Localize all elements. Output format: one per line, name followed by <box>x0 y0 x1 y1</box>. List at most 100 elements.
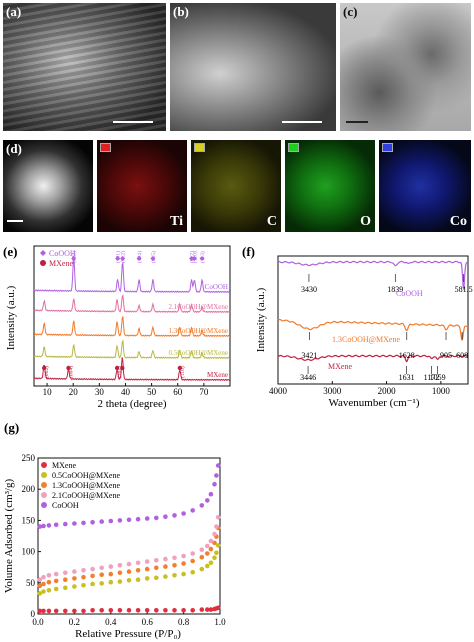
panel-label-d: (d) <box>6 141 22 156</box>
bet-data-point <box>53 522 59 528</box>
bet-data-point <box>163 608 168 613</box>
bet-x-tick-label: 0.4 <box>105 617 117 627</box>
xrd-peak-label: (110) <box>191 251 198 263</box>
bet-data-point <box>117 608 123 613</box>
bet-data-point <box>53 608 59 614</box>
ftir-annotation: 3446 <box>300 373 316 382</box>
bet-data-point <box>99 519 104 524</box>
bet-legend-marker <box>41 472 47 478</box>
xrd-x-tick-label: 30 <box>95 387 105 397</box>
ftir-series-label-mxene: MXene <box>328 362 352 371</box>
bet-legend-label: 0.5CoOOH@MXene <box>52 471 120 480</box>
xrd-peak-label: (002) <box>43 366 50 378</box>
xrd-x-tick-label: 50 <box>147 387 157 397</box>
xrd-peak-marker-mxene <box>177 365 183 371</box>
bet-data-point <box>215 515 221 520</box>
bet-data-point <box>117 570 123 576</box>
xrd-peak-label: (004) <box>67 366 74 378</box>
bet-data-point <box>154 575 159 581</box>
bet-data-point <box>144 566 150 572</box>
bet-x-tick-label: 0.2 <box>69 617 80 627</box>
bet-data-point <box>205 551 210 556</box>
xrd-x-tick-label: 10 <box>43 387 53 397</box>
eds-label-co: Co <box>449 214 467 229</box>
ftir-annotation: 3430 <box>301 285 317 294</box>
bet-data-point <box>72 608 77 614</box>
bet-data-point <box>135 516 141 522</box>
bet-data-point <box>212 531 217 537</box>
bet-data-point <box>63 585 68 591</box>
xrd-peak-label: (104) <box>136 251 143 263</box>
bet-chart: (g) 0.0 0.2 0.4 0.6 0.8 1.0 0 50 100 150 200 250 MX… <box>3 420 226 640</box>
xrd-peak-marker-cooh <box>150 256 156 261</box>
bet-data-point <box>214 473 219 478</box>
bet-data-point <box>37 524 43 529</box>
bet-data-point <box>63 577 68 582</box>
bet-data-point <box>90 566 95 572</box>
map-color-tag <box>382 143 393 152</box>
bet-data-point <box>190 558 195 564</box>
bet-data-point <box>144 608 150 613</box>
bet-data-point <box>126 517 132 523</box>
bet-data-point <box>181 553 186 559</box>
ftir-y-axis-label: Intensity (a.u.) <box>255 287 267 352</box>
bet-data-point <box>81 568 86 573</box>
xrd-line-3 <box>33 339 231 360</box>
bet-data-point <box>41 574 46 580</box>
bet-data-point <box>81 574 86 580</box>
bet-legend-label: 2.1CoOOH@MXene <box>52 491 120 500</box>
bet-y-tick-label: 200 <box>22 484 36 494</box>
xrd-peak-marker-mxene <box>66 365 71 371</box>
ftir-series-label-cooh: CoOOH <box>396 289 423 298</box>
bet-data-point <box>190 508 195 513</box>
xrd-peak-marker-cooh <box>136 256 142 261</box>
ftir-annotation: 1059 <box>430 373 446 382</box>
bet-data-point <box>135 608 141 613</box>
xrd-peak-label: (113) <box>199 251 206 263</box>
bet-data-point <box>172 513 177 518</box>
ftir-annotation: 1631 <box>399 373 415 382</box>
legend-label-cooh: CoOOH <box>49 249 76 258</box>
bet-data-point <box>108 571 114 577</box>
ftir-x-tick-label: 4000 <box>269 386 288 396</box>
bet-data-point <box>90 608 95 613</box>
sem-image-a: (a) <box>3 3 166 131</box>
bet-data-point <box>208 607 214 612</box>
bet-data-point <box>163 556 168 562</box>
xrd-peak-marker-cooh <box>71 256 77 261</box>
bet-data-point <box>214 524 219 529</box>
scale-bar-b <box>282 121 322 123</box>
eds-label-ti: Ti <box>170 214 183 229</box>
xrd-peak-marker-cooh <box>120 256 126 261</box>
bet-data-point <box>99 572 104 577</box>
bet-data-point <box>215 543 221 548</box>
bet-data-point <box>53 586 59 592</box>
bet-data-point <box>90 520 95 525</box>
bet-data-point <box>117 563 123 568</box>
bet-data-point <box>63 570 68 576</box>
xrd-peak-marker-cooh <box>115 256 121 261</box>
xrd-line-2 <box>33 316 231 338</box>
bet-y-tick-label: 50 <box>26 578 36 588</box>
xrd-peak-marker-mxene <box>41 365 47 371</box>
bet-data-point <box>126 569 132 574</box>
bet-x-tick-label: 0.8 <box>178 617 190 627</box>
legend-marker-diamond <box>40 250 46 256</box>
xrd-series-label: CoOOH <box>205 283 228 291</box>
ftir-annotation: 1839 <box>387 285 403 294</box>
tem-image-c: (c) <box>340 3 471 131</box>
panel-label-b: (b) <box>173 4 189 19</box>
bet-data-point <box>144 576 150 581</box>
panel-label-f: (f) <box>242 244 255 259</box>
bet-legend-marker <box>41 492 47 498</box>
bet-data-point <box>135 568 141 573</box>
ftir-line-2 <box>277 354 469 363</box>
bet-legend-marker <box>41 462 47 468</box>
bet-data-point <box>208 538 214 544</box>
xrd-line-1 <box>33 293 231 314</box>
ftir-annotation: 1172 <box>424 373 440 382</box>
bet-data-point <box>154 565 159 571</box>
panel-label-e: (e) <box>3 244 17 259</box>
bet-data-point <box>181 511 186 516</box>
bet-data-point <box>208 560 214 566</box>
